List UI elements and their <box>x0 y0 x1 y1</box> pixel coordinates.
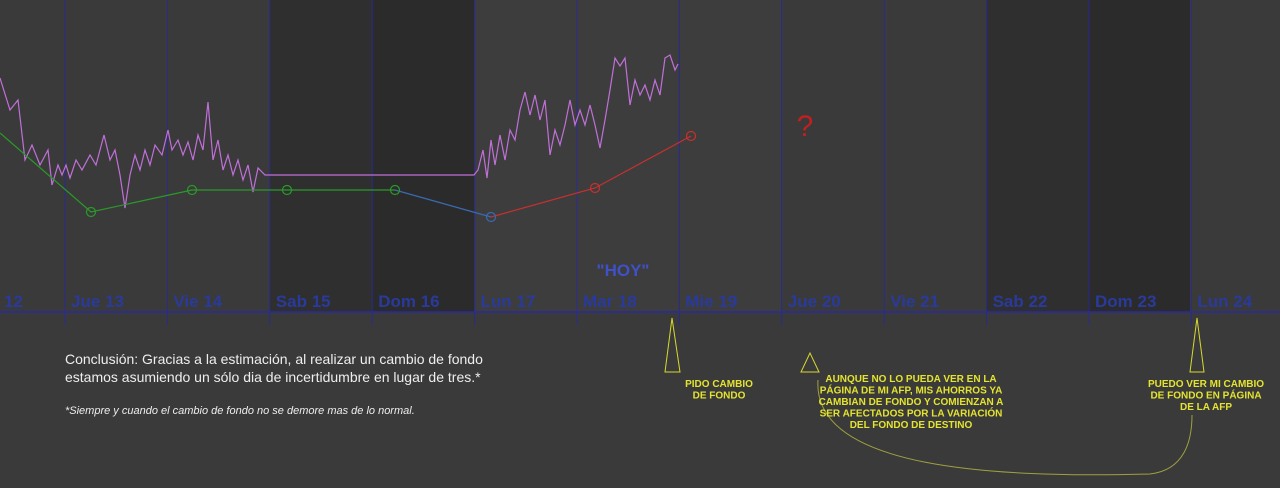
fund-b-line <box>0 132 395 213</box>
day-labels: 12 Jue 13 Vie 14 Sab 15 Dom 16 Lun 17 Mar 18 Mi… <box>4 292 1253 311</box>
day-label: Lun 17 <box>481 292 536 311</box>
marker <box>389 184 401 196</box>
day-label: Mar 18 <box>583 292 637 311</box>
fund-a-line <box>0 54 679 209</box>
weekend-band <box>372 0 474 312</box>
marker <box>485 211 497 223</box>
marker <box>685 130 697 142</box>
day-label: Jue 13 <box>71 292 124 311</box>
annotation-line: PIDO CAMBIO <box>685 379 753 390</box>
annotation-line: PÁGINA DE MI AFP, MIS AHORROS YA <box>820 384 1003 397</box>
annotation-line: CAMBIAN DE FONDO Y COMIENZAN A <box>819 397 1004 408</box>
weekend-band <box>986 0 1088 312</box>
annotation-line: SER AFECTADOS POR LA VARIACIÓN <box>820 407 1003 420</box>
fund-c-line <box>490 135 692 218</box>
conclusion-line: Conclusión: Gracias a la estimación, al … <box>65 351 483 367</box>
footnote: *Siempre y cuando el cambio de fondo no … <box>65 405 415 417</box>
day-label: 12 <box>4 292 23 311</box>
day-label: Vie 14 <box>173 292 222 311</box>
marker <box>281 184 293 196</box>
connector <box>817 379 1193 476</box>
day-label: Dom 16 <box>378 292 439 311</box>
annotation-line: DE FONDO <box>693 391 746 402</box>
transition-line <box>394 189 492 218</box>
annotation-line: DE LA AFP <box>1180 402 1232 413</box>
marker <box>589 182 601 194</box>
pointers <box>664 317 1205 476</box>
week-band <box>474 0 781 312</box>
annotation-line: DEL FONDO DE DESTINO <box>850 420 973 431</box>
annotation-line: AUNQUE NO LO PUEDA VER EN LA <box>825 374 996 385</box>
day-label: Mie 19 <box>685 292 737 311</box>
pointer <box>800 351 820 373</box>
weekend-band <box>270 0 372 312</box>
annotation-line: DE FONDO EN PÁGINA <box>1150 389 1261 402</box>
day-dividers <box>64 0 1192 325</box>
annotation-line: PUEDO VER MI CAMBIO <box>1148 379 1264 390</box>
day-label: Sab 22 <box>993 292 1048 311</box>
day-label: Vie 21 <box>890 292 939 311</box>
marker <box>186 184 198 196</box>
pointer <box>664 317 681 373</box>
conclusion-line: estamos asumiendo un sólo dia de incerti… <box>65 369 481 385</box>
day-label: Sab 15 <box>276 292 331 311</box>
marker <box>85 206 97 218</box>
pointer <box>1189 317 1205 373</box>
day-label: Dom 23 <box>1095 292 1156 311</box>
today-label: "HOY" <box>597 261 650 280</box>
day-label: Lun 24 <box>1197 292 1252 311</box>
weekend-band <box>1088 0 1190 312</box>
markers <box>85 130 697 223</box>
day-label: Jue 20 <box>788 292 841 311</box>
question-mark: ? <box>797 110 814 143</box>
